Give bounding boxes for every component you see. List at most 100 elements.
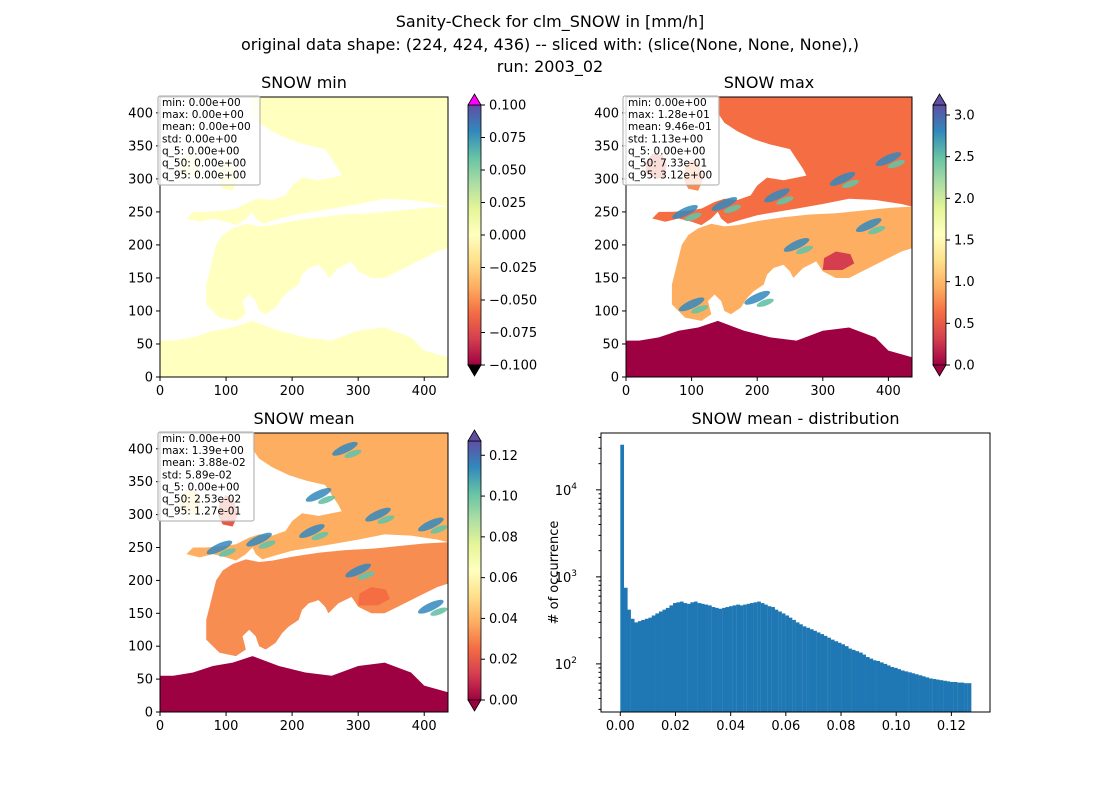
stats-line: max: 0.00e+00 — [162, 109, 244, 121]
histogram-bar — [753, 602, 758, 712]
y-tick-label: 400 — [128, 442, 153, 457]
map-field — [160, 433, 448, 712]
histogram-bar — [925, 677, 930, 712]
map-panel-2: 0 100 200 300 400 0 50 100 150 200 250 300 350 400 SNO… — [594, 73, 913, 399]
colorbar-3: 0.12 0.10 0.08 0.06 0.04 0.02 0.00 — [467, 429, 518, 712]
land-area — [358, 586, 390, 606]
y-tick-label: 102 — [555, 656, 577, 673]
histogram-bar — [620, 444, 625, 712]
histogram-bar — [771, 607, 775, 712]
land-area — [206, 542, 448, 657]
stats-line: max: 1.28e+01 — [628, 109, 710, 121]
stats-line: q_95: 1.27e-01 — [162, 506, 241, 518]
histogram-bar — [820, 634, 825, 712]
histogram-bar — [844, 646, 849, 712]
map-field — [626, 97, 912, 377]
histogram-bar — [957, 682, 961, 712]
colorbar-tick-label: 1.5 — [954, 234, 975, 249]
stats-line: q_95: 0.00e+00 — [162, 170, 246, 182]
histogram-bar — [953, 681, 958, 712]
map-panel-3: 0 100 200 300 400 0 50 100 150 200 250 300 350 400 SNO… — [128, 409, 449, 734]
high-value-band — [711, 197, 738, 211]
land-area — [160, 656, 448, 712]
stats-line: q_5: 0.00e+00 — [628, 145, 705, 157]
y-axis-label: # of occurrence — [547, 521, 562, 625]
stats-box — [622, 95, 720, 186]
y-tick-label: 0 — [611, 371, 619, 386]
histogram-bar — [855, 651, 860, 712]
x-tick-label: 0.10 — [882, 719, 911, 734]
plot-frame — [159, 432, 449, 713]
land-area — [186, 97, 448, 226]
high-value-band — [318, 495, 336, 505]
y-tick-label: 400 — [128, 106, 153, 121]
histogram-bar — [904, 671, 909, 712]
y-tick-label: 100 — [128, 640, 153, 655]
colorbar-2: 3.0 2.5 2.0 1.5 1.0 0.5 0.0 — [932, 93, 975, 377]
histogram-bar — [729, 606, 733, 712]
y-tick-label: 350 — [594, 139, 619, 154]
high-value-band — [311, 531, 329, 541]
histogram-bar — [872, 660, 877, 712]
histogram-bar — [774, 609, 779, 712]
histogram-bar — [725, 607, 730, 712]
histogram-bar — [788, 617, 793, 712]
x-tick-label: 0.04 — [716, 719, 745, 734]
histogram-bar — [651, 615, 656, 712]
colorbar-tick-label: 0.5 — [954, 317, 975, 332]
y-tick-exponent: 4 — [571, 482, 577, 492]
stats-line: q_5: 0.00e+00 — [162, 481, 239, 493]
x-tick-label: 200 — [745, 384, 770, 399]
histogram-bar — [929, 678, 933, 712]
histogram-bar — [760, 603, 765, 712]
colorbar-tick-label: 2.0 — [954, 192, 975, 207]
histogram-bar — [792, 619, 796, 712]
histogram-panel: 0.00 0.02 0.04 0.06 0.08 0.10 0.12102103104SNO… — [547, 409, 991, 734]
histogram-bar — [911, 673, 916, 712]
colorbar-tick-label: 0.04 — [489, 612, 518, 627]
land-area — [626, 320, 912, 377]
colorbar-extend-bottom — [932, 364, 947, 377]
high-value-band — [855, 218, 882, 233]
high-value-band — [344, 449, 362, 458]
y-tick-label: 250 — [128, 205, 153, 220]
y-tick-exponent: 3 — [571, 569, 577, 579]
histogram-bar — [669, 605, 674, 712]
y-tick-label: 300 — [594, 172, 619, 187]
high-value-band — [299, 524, 325, 538]
histogram-bar — [704, 604, 709, 712]
histogram-bar — [967, 683, 972, 712]
x-tick-label: 400 — [412, 384, 437, 399]
x-tick-label: 400 — [876, 384, 901, 399]
colorbar-tick-label: −0.025 — [489, 261, 537, 276]
histogram-bar — [634, 622, 639, 712]
stats-line: mean: 0.00e+00 — [162, 121, 251, 133]
histogram-bar — [862, 654, 866, 712]
y-tick-label: 150 — [128, 607, 153, 622]
x-tick-label: 0.08 — [827, 719, 856, 734]
colorbar-tick-label: 0.02 — [489, 653, 518, 668]
histogram-bar — [813, 630, 817, 712]
colorbar-tick-label: 0.08 — [489, 530, 518, 545]
y-tick-label: 50 — [136, 337, 153, 352]
plot-frame — [625, 96, 913, 378]
figure-title-line-3: run: 2003_02 — [496, 57, 604, 76]
stats-line: q_50: 7.33e-01 — [628, 158, 707, 170]
histogram-bar — [851, 649, 856, 712]
colorbar-tick-label: −0.075 — [489, 326, 537, 341]
x-tick-label: 100 — [679, 384, 704, 399]
high-value-band — [829, 171, 856, 186]
histogram-bar — [883, 663, 888, 712]
histogram-bar — [939, 680, 944, 712]
high-value-band — [365, 507, 391, 522]
y-tick-label: 150 — [128, 271, 153, 286]
histogram-bar — [949, 681, 954, 712]
stats-box — [157, 431, 255, 522]
histogram-bar — [960, 682, 965, 712]
figure-title-line-2: original data shape: (224, 424, 436) -- … — [241, 35, 859, 54]
histogram-bar — [623, 587, 628, 712]
colorbar-tick-label: 2.5 — [954, 150, 975, 165]
histogram-bar — [630, 618, 635, 712]
stats-line: q_50: 0.00e+00 — [162, 158, 246, 170]
stats-line: q_95: 3.12e+00 — [628, 170, 712, 182]
